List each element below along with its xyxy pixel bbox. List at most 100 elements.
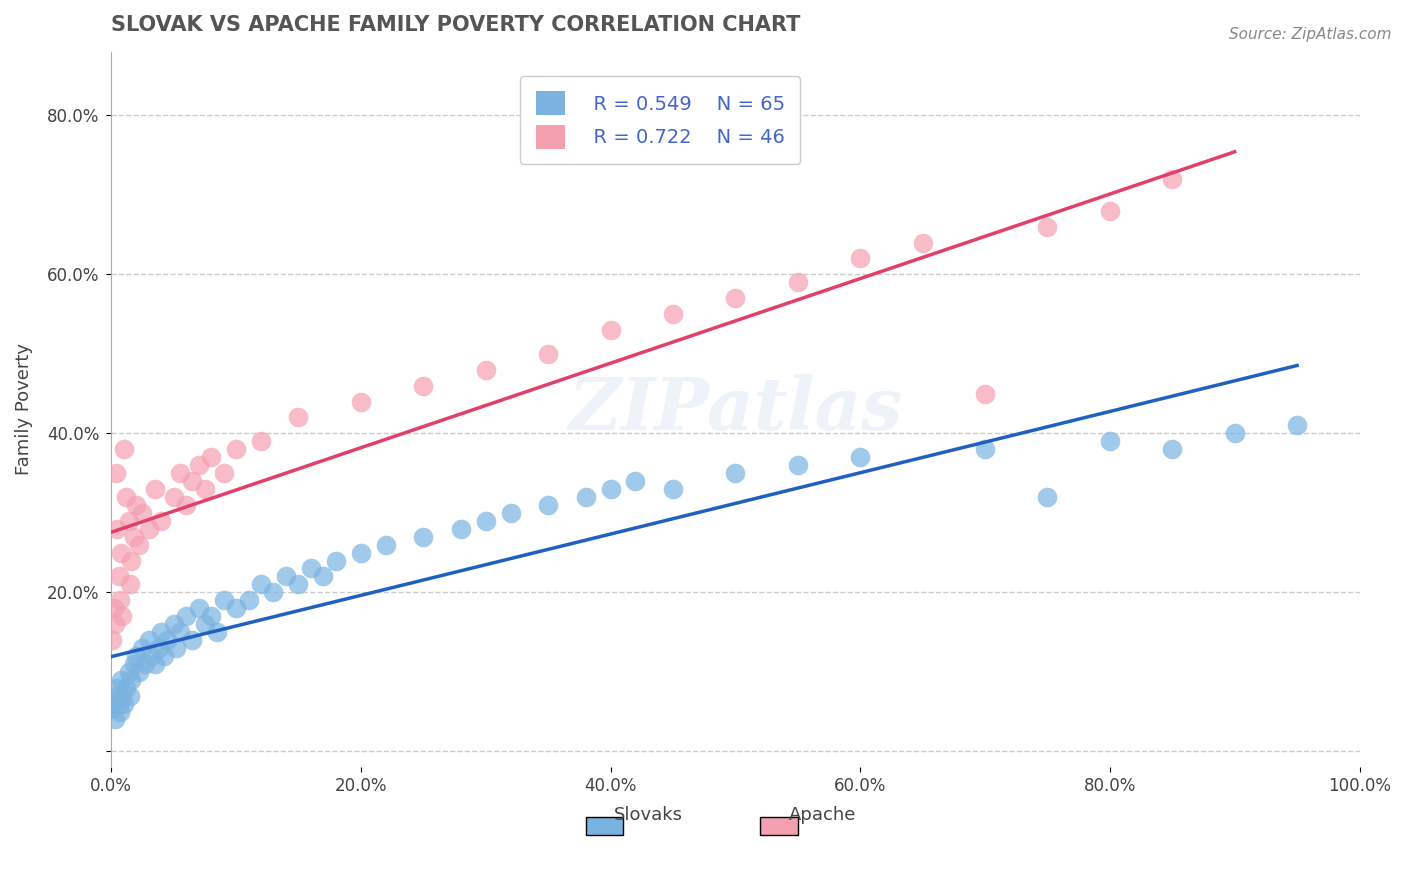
Point [662,482,685,496]
Point [165,640,187,655]
FancyBboxPatch shape [585,817,623,835]
Point [118,577,141,591]
Point [662,307,685,321]
Point [105,466,128,480]
Point [724,466,747,480]
Point [325,553,347,567]
Text: SLOVAK VS APACHE FAMILY POVERTY CORRELATION CHART: SLOVAK VS APACHE FAMILY POVERTY CORRELAT… [111,15,800,35]
Legend:   R = 0.549    N = 65,   R = 0.722    N = 46: R = 0.549 N = 65, R = 0.722 N = 46 [520,76,800,164]
Point [974,386,997,401]
Point [187,458,209,472]
Point [499,506,522,520]
Point [122,657,145,671]
Point [120,673,142,687]
Point [187,601,209,615]
Point [111,689,134,703]
Point [238,593,260,607]
Point [148,640,170,655]
Point [107,522,129,536]
Point [1286,418,1309,433]
Point [143,657,166,671]
Point [115,681,138,695]
Point [181,632,204,647]
Point [312,569,335,583]
Point [107,697,129,711]
Point [152,648,174,663]
Point [138,522,160,536]
Point [1223,426,1246,441]
Point [150,514,173,528]
Text: Source: ZipAtlas.com: Source: ZipAtlas.com [1229,27,1392,42]
Point [162,490,184,504]
Point [150,625,173,640]
Point [911,235,934,250]
Point [162,617,184,632]
Point [849,252,872,266]
Point [108,705,131,719]
Point [412,530,434,544]
Point [212,466,235,480]
Point [1036,490,1059,504]
Point [974,442,997,457]
Point [412,378,434,392]
Point [112,442,135,457]
Point [122,530,145,544]
Point [131,640,153,655]
Point [174,498,197,512]
Point [274,569,297,583]
Point [138,632,160,647]
Point [350,545,373,559]
Point [724,291,747,305]
Point [118,665,141,679]
Point [207,625,229,640]
Point [200,609,222,624]
Point [125,498,148,512]
Point [118,514,141,528]
Point [250,577,273,591]
Point [112,697,135,711]
Point [115,490,138,504]
Point [139,648,162,663]
Point [299,561,322,575]
Point [131,506,153,520]
Point [287,410,309,425]
Point [104,617,127,632]
Point [125,648,148,663]
Point [537,347,560,361]
Y-axis label: Family Poverty: Family Poverty [15,343,32,475]
Point [118,689,141,703]
Text: Apache: Apache [789,806,856,824]
Point [107,569,129,583]
Point [212,593,235,607]
Point [624,474,647,488]
Point [169,466,191,480]
Point [143,482,166,496]
Point [263,585,285,599]
Point [287,577,309,591]
Point [599,482,621,496]
Point [128,538,150,552]
Point [194,617,217,632]
Point [108,593,131,607]
Point [103,601,125,615]
Point [101,632,124,647]
Point [1161,172,1184,186]
Point [156,632,179,647]
Point [104,713,127,727]
Point [111,609,134,624]
Point [849,450,872,465]
Point [181,474,204,488]
Point [103,697,125,711]
FancyBboxPatch shape [761,817,797,835]
Point [101,700,124,714]
Point [474,363,496,377]
Point [574,490,596,504]
Point [250,434,273,449]
Point [786,458,808,472]
Point [599,323,621,337]
Point [110,545,132,559]
Point [194,482,217,496]
Point [110,673,132,687]
Point [225,442,247,457]
Point [169,625,191,640]
